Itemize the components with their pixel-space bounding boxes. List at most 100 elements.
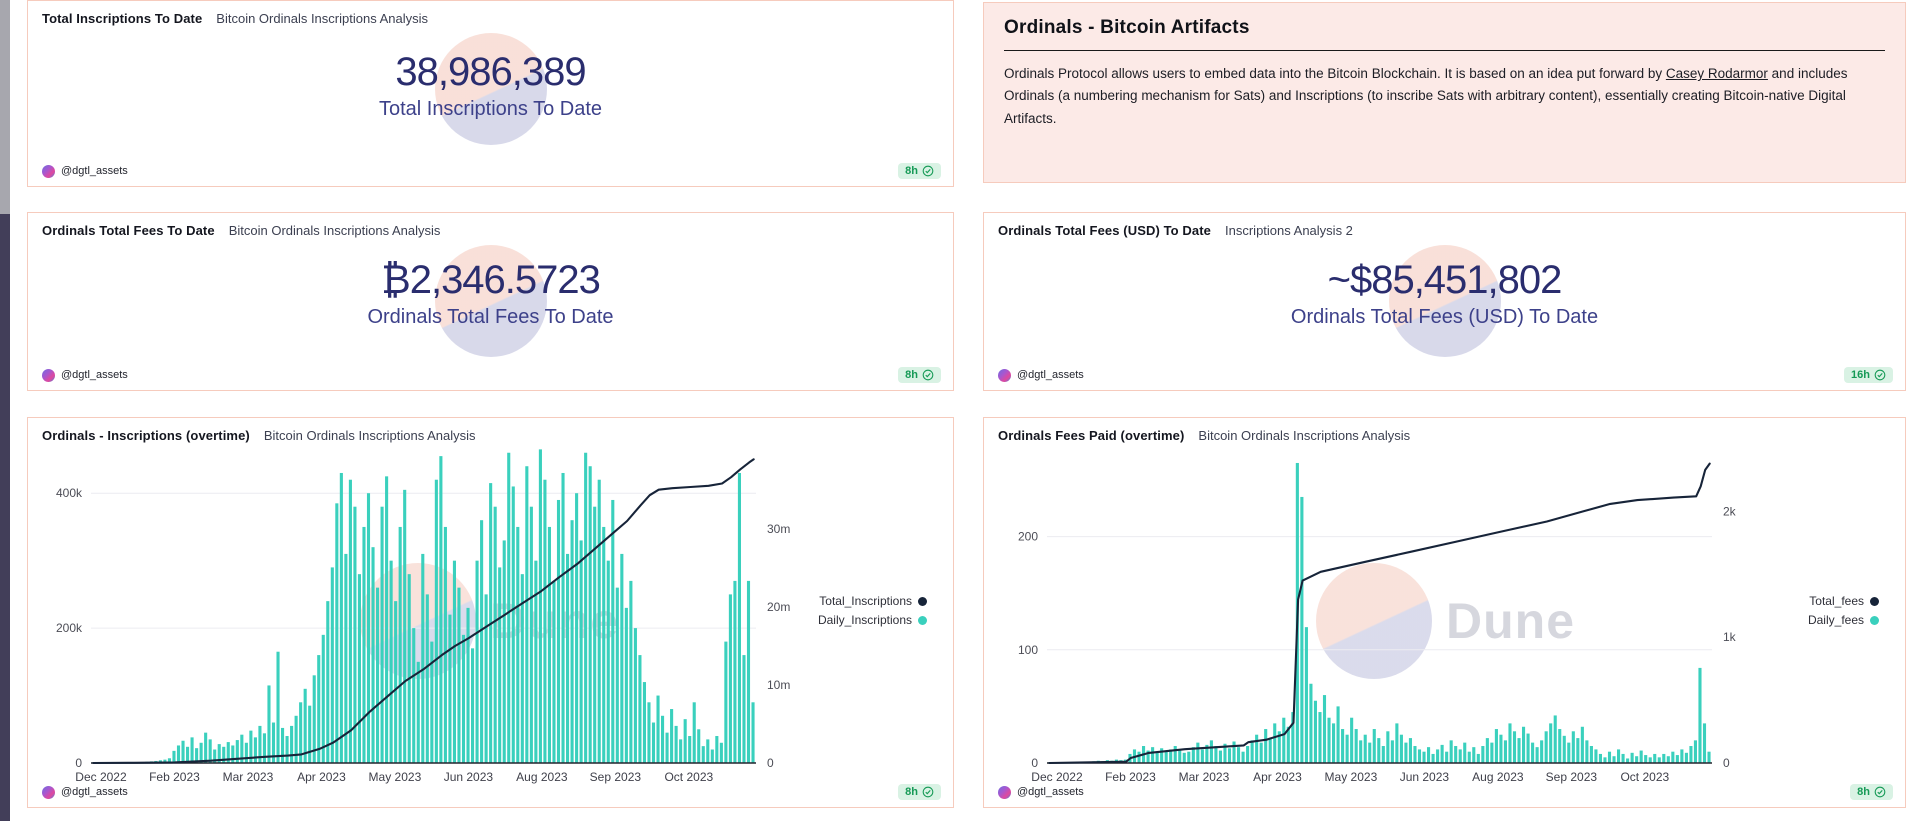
updated-ago: 8h xyxy=(905,369,918,381)
card-footer: @dgtl_assets 8h xyxy=(42,784,941,800)
check-circle-icon xyxy=(922,165,934,177)
card-fees-usd: Ordinals Total Fees (USD) To Date Inscri… xyxy=(983,212,1906,391)
refresh-badge[interactable]: 8h xyxy=(898,367,941,383)
svg-text:Apr 2023: Apr 2023 xyxy=(297,770,346,784)
card-title[interactable]: Ordinals - Inscriptions (overtime) xyxy=(42,428,250,443)
author-avatar-icon xyxy=(42,368,55,382)
legend-item[interactable]: Daily_Inscriptions xyxy=(818,613,927,627)
svg-text:Oct 2023: Oct 2023 xyxy=(1620,770,1669,784)
svg-text:0: 0 xyxy=(767,756,774,770)
svg-text:Dec 2022: Dec 2022 xyxy=(75,770,127,784)
card-total-inscriptions: Total Inscriptions To Date Bitcoin Ordin… xyxy=(27,0,954,187)
card-subtitle[interactable]: Inscriptions Analysis 2 xyxy=(1225,223,1353,238)
refresh-badge[interactable]: 8h xyxy=(898,163,941,179)
author[interactable]: @dgtl_assets xyxy=(998,785,1084,799)
svg-text:Mar 2023: Mar 2023 xyxy=(1179,770,1230,784)
counter-label: Ordinals Total Fees (USD) To Date xyxy=(1290,306,1599,328)
author-avatar-icon xyxy=(42,164,55,178)
legend-label: Daily_fees xyxy=(1807,613,1864,627)
author[interactable]: @dgtl_assets xyxy=(42,368,128,382)
legend-dot-icon xyxy=(918,615,927,625)
counter-body: ~$85,451,802 Ordinals Total Fees (USD) T… xyxy=(984,213,1905,390)
svg-text:Apr 2023: Apr 2023 xyxy=(1253,770,1302,784)
card-subtitle[interactable]: Bitcoin Ordinals Inscriptions Analysis xyxy=(228,223,441,238)
author-handle[interactable]: @dgtl_assets xyxy=(61,369,128,381)
author-handle[interactable]: @dgtl_assets xyxy=(1017,786,1084,798)
legend-item[interactable]: Total_fees xyxy=(1809,594,1879,608)
card-footer: @dgtl_assets 8h xyxy=(42,367,941,383)
legend-label: Total_fees xyxy=(1809,594,1864,608)
card-header: Ordinals Total Fees (USD) To Date Inscri… xyxy=(998,223,1891,238)
author[interactable]: @dgtl_assets xyxy=(42,785,128,799)
svg-text:10m: 10m xyxy=(767,678,790,692)
legend-label: Daily_Inscriptions xyxy=(817,613,912,627)
svg-text:200: 200 xyxy=(1018,530,1038,544)
svg-text:400k: 400k xyxy=(56,486,83,500)
svg-text:Oct 2023: Oct 2023 xyxy=(664,770,713,784)
svg-text:Aug 2023: Aug 2023 xyxy=(516,770,568,784)
author-handle[interactable]: @dgtl_assets xyxy=(61,165,128,177)
refresh-badge[interactable]: 8h xyxy=(1850,784,1893,800)
chart-plot-area[interactable]: 0 100 200 0 1k 2k Dec 2022 Feb 2023 Mar 2023 Apr … xyxy=(984,442,1905,798)
check-circle-icon xyxy=(1874,369,1886,381)
updated-ago: 8h xyxy=(905,786,918,798)
svg-text:2k: 2k xyxy=(1723,504,1737,518)
author-avatar-icon xyxy=(998,368,1011,382)
counter-label: Total Inscriptions To Date xyxy=(378,98,603,120)
check-circle-icon xyxy=(922,369,934,381)
card-subtitle[interactable]: Bitcoin Ordinals Inscriptions Analysis xyxy=(216,11,428,26)
legend-item[interactable]: Total_Inscriptions xyxy=(819,594,927,608)
casey-rodarmor-link[interactable]: Casey Rodarmor xyxy=(1665,66,1768,81)
card-footer: @dgtl_assets 8h xyxy=(998,784,1893,800)
author[interactable]: @dgtl_assets xyxy=(998,368,1084,382)
artifacts-body-text: Ordinals Protocol allows users to embed … xyxy=(1004,66,1666,81)
card-subtitle[interactable]: Bitcoin Ordinals Inscriptions Analysis xyxy=(1198,428,1411,443)
chart-legend: Total_Inscriptions Daily_Inscriptions xyxy=(818,594,927,627)
refresh-badge[interactable]: 8h xyxy=(898,784,941,800)
svg-text:20m: 20m xyxy=(767,600,790,614)
svg-text:Jun 2023: Jun 2023 xyxy=(444,770,494,784)
svg-text:100: 100 xyxy=(1018,643,1038,657)
card-inscriptions-chart: Ordinals - Inscriptions (overtime) Bitco… xyxy=(27,417,954,808)
total-line-series xyxy=(92,458,755,765)
daily-bars-series xyxy=(1047,462,1711,764)
card-title[interactable]: Ordinals Fees Paid (overtime) xyxy=(998,428,1185,443)
card-footer: @dgtl_assets 8h xyxy=(42,163,941,179)
author-handle[interactable]: @dgtl_assets xyxy=(61,786,128,798)
author[interactable]: @dgtl_assets xyxy=(42,164,128,178)
artifacts-body: Ordinals Protocol allows users to embed … xyxy=(1004,63,1885,130)
total-line-series xyxy=(1048,462,1711,765)
card-title[interactable]: Ordinals Total Fees To Date xyxy=(42,223,215,238)
daily-bars-series xyxy=(91,449,755,763)
svg-text:May 2023: May 2023 xyxy=(1325,770,1378,784)
card-subtitle[interactable]: Bitcoin Ordinals Inscriptions Analysis xyxy=(263,428,476,443)
svg-text:0: 0 xyxy=(1723,756,1730,770)
svg-text:0: 0 xyxy=(1031,756,1038,770)
scrollbar-thumb[interactable] xyxy=(0,0,10,214)
card-fees-btc: Ordinals Total Fees To Date Bitcoin Ordi… xyxy=(27,212,954,391)
refresh-badge[interactable]: 16h xyxy=(1844,367,1893,383)
svg-text:Aug 2023: Aug 2023 xyxy=(1472,770,1524,784)
card-header: Ordinals Fees Paid (overtime) Bitcoin Or… xyxy=(998,428,1891,443)
svg-text:Mar 2023: Mar 2023 xyxy=(223,770,274,784)
card-header: Ordinals - Inscriptions (overtime) Bitco… xyxy=(42,428,939,443)
card-title[interactable]: Total Inscriptions To Date xyxy=(42,11,203,26)
legend-dot-icon xyxy=(1870,596,1879,606)
card-artifacts: Ordinals - Bitcoin Artifacts Ordinals Pr… xyxy=(983,2,1906,183)
author-handle[interactable]: @dgtl_assets xyxy=(1017,369,1084,381)
svg-text:Feb 2023: Feb 2023 xyxy=(149,770,200,784)
check-circle-icon xyxy=(922,786,934,798)
chart-plot-area[interactable]: 0 200k 400k 0 10m 20m 30m Dec 2022 Feb 2023 Mar 2… xyxy=(28,442,953,798)
svg-text:Feb 2023: Feb 2023 xyxy=(1105,770,1156,784)
author-avatar-icon xyxy=(42,785,55,799)
legend-item[interactable]: Daily_fees xyxy=(1808,613,1879,627)
svg-text:1k: 1k xyxy=(1723,630,1737,644)
svg-text:Sep 2023: Sep 2023 xyxy=(1546,770,1598,784)
svg-text:Sep 2023: Sep 2023 xyxy=(590,770,642,784)
counter-value: ₿2,346.5723 xyxy=(381,258,601,302)
card-title[interactable]: Ordinals Total Fees (USD) To Date xyxy=(998,223,1212,238)
updated-ago: 8h xyxy=(905,165,918,177)
artifacts-title: Ordinals - Bitcoin Artifacts xyxy=(1004,17,1250,38)
updated-ago: 16h xyxy=(1851,369,1870,381)
